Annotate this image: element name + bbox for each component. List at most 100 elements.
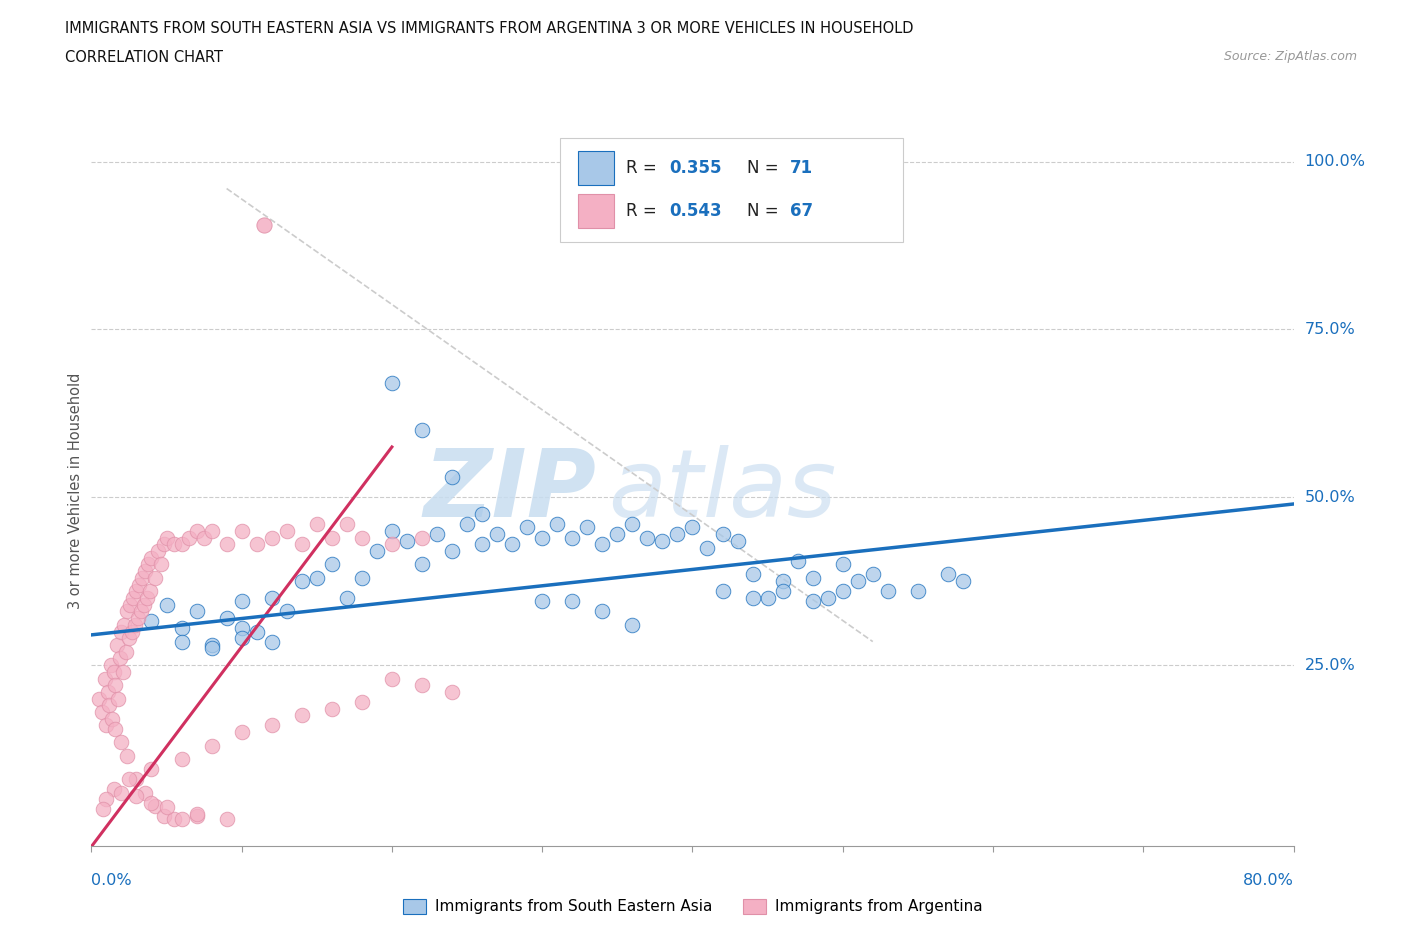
Point [122,591,145,605]
Point [134,785,156,800]
Point [486,526,509,541]
Point [155,800,177,815]
Point [186,524,208,538]
Point [110,785,132,800]
Text: 0.543: 0.543 [669,202,723,220]
Point [98,698,121,712]
Point [321,701,343,716]
Point [501,537,523,551]
Point [727,534,749,549]
Point [139,584,162,599]
Point [801,570,824,585]
Point [471,537,494,551]
Point [801,594,824,609]
Point [366,543,388,558]
Point [817,591,839,605]
Point [125,789,148,804]
Point [110,624,132,639]
Point [170,634,193,649]
Point [741,591,763,605]
Point [350,530,373,545]
Point [155,597,177,612]
Point [786,553,808,568]
Point [141,614,163,629]
Point [591,604,613,618]
Text: N =: N = [747,159,783,177]
Text: atlas: atlas [609,445,837,536]
Point [201,637,224,652]
Point [146,543,169,558]
Point [516,520,538,535]
Text: 75.0%: 75.0% [1305,322,1355,337]
Point [201,738,224,753]
Point [125,584,148,599]
Point [681,520,703,535]
Point [350,695,373,710]
Point [90,705,112,720]
Point [546,517,568,532]
Text: N =: N = [747,202,783,220]
Point [696,540,718,555]
Point [96,718,118,733]
Point [621,517,644,532]
Legend: Immigrants from South Eastern Asia, Immigrants from Argentina: Immigrants from South Eastern Asia, Immi… [396,893,988,921]
Point [321,530,343,545]
Point [115,644,138,659]
Point [531,594,554,609]
Point [411,423,433,438]
Point [711,526,734,541]
Point [621,618,644,632]
Point [440,470,463,485]
Point [107,691,129,706]
Point [276,604,298,618]
Point [576,520,599,535]
Point [131,570,153,585]
Point [201,641,224,656]
Point [152,537,174,551]
Point [155,530,177,545]
Point [170,620,193,635]
Point [93,802,115,817]
Point [260,591,283,605]
Point [87,691,110,706]
Text: 67: 67 [790,202,813,220]
Point [177,530,200,545]
Point [666,526,689,541]
Point [291,537,314,551]
Point [100,658,122,672]
Point [456,517,478,532]
Point [163,812,186,827]
Point [111,664,134,679]
Point [772,584,794,599]
Point [741,567,763,582]
Point [152,809,174,824]
Point [381,537,404,551]
Point [651,534,673,549]
Point [321,557,343,572]
Point [350,570,373,585]
Point [253,218,276,232]
Point [231,631,253,645]
Point [231,724,253,739]
Point [231,620,253,635]
Point [531,530,554,545]
Point [276,524,298,538]
Point [260,634,283,649]
Point [907,584,929,599]
Point [772,574,794,589]
Point [260,530,283,545]
Point [305,570,328,585]
Point [201,524,224,538]
Bar [578,151,614,185]
Point [381,524,404,538]
Point [591,537,613,551]
Point [129,604,152,618]
Point [186,809,208,824]
Point [411,557,433,572]
Point [170,751,193,766]
Point [117,749,139,764]
Point [395,534,418,549]
Point [94,671,117,686]
Bar [578,193,614,229]
Point [136,591,159,605]
